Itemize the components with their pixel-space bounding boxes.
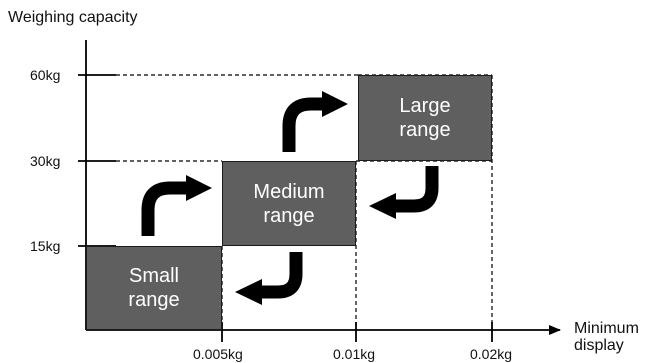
curved-arrow-down-left-2 — [235, 252, 303, 305]
x-axis-title-line2: display — [574, 337, 624, 354]
x-axis-title: Minimum display — [574, 320, 664, 354]
y-tick-label-60kg: 60kg — [30, 67, 61, 83]
small-range-label-line2: range — [128, 289, 180, 311]
x-axis-title-line1: Minimum — [574, 320, 639, 337]
x-tick-label-0.005kg: 0.005kg — [193, 346, 243, 362]
medium-range-box: Medium range — [222, 161, 356, 246]
curved-arrow-up-right-1 — [141, 175, 212, 236]
large-range-label-line2: range — [399, 119, 451, 141]
y-tick-label-30kg: 30kg — [30, 153, 61, 169]
small-range-label-line1: Small — [128, 265, 179, 287]
curved-arrow-down-left-1 — [369, 166, 439, 219]
y-axis-title: Weighing capacity — [8, 9, 138, 26]
medium-range-label-line2: range — [263, 204, 315, 227]
x-tick-label-0.01kg: 0.01kg — [333, 346, 376, 362]
large-range-label-line1: Large — [399, 95, 451, 117]
medium-range-label-line1: Medium — [253, 180, 325, 203]
large-range-box: Large range — [358, 75, 492, 161]
curved-arrow-up-right-2 — [282, 91, 348, 152]
x-tick-label-0.02kg: 0.02kg — [470, 346, 513, 362]
y-tick-label-15kg: 15kg — [30, 238, 61, 254]
small-range-box: Small range — [86, 246, 222, 330]
